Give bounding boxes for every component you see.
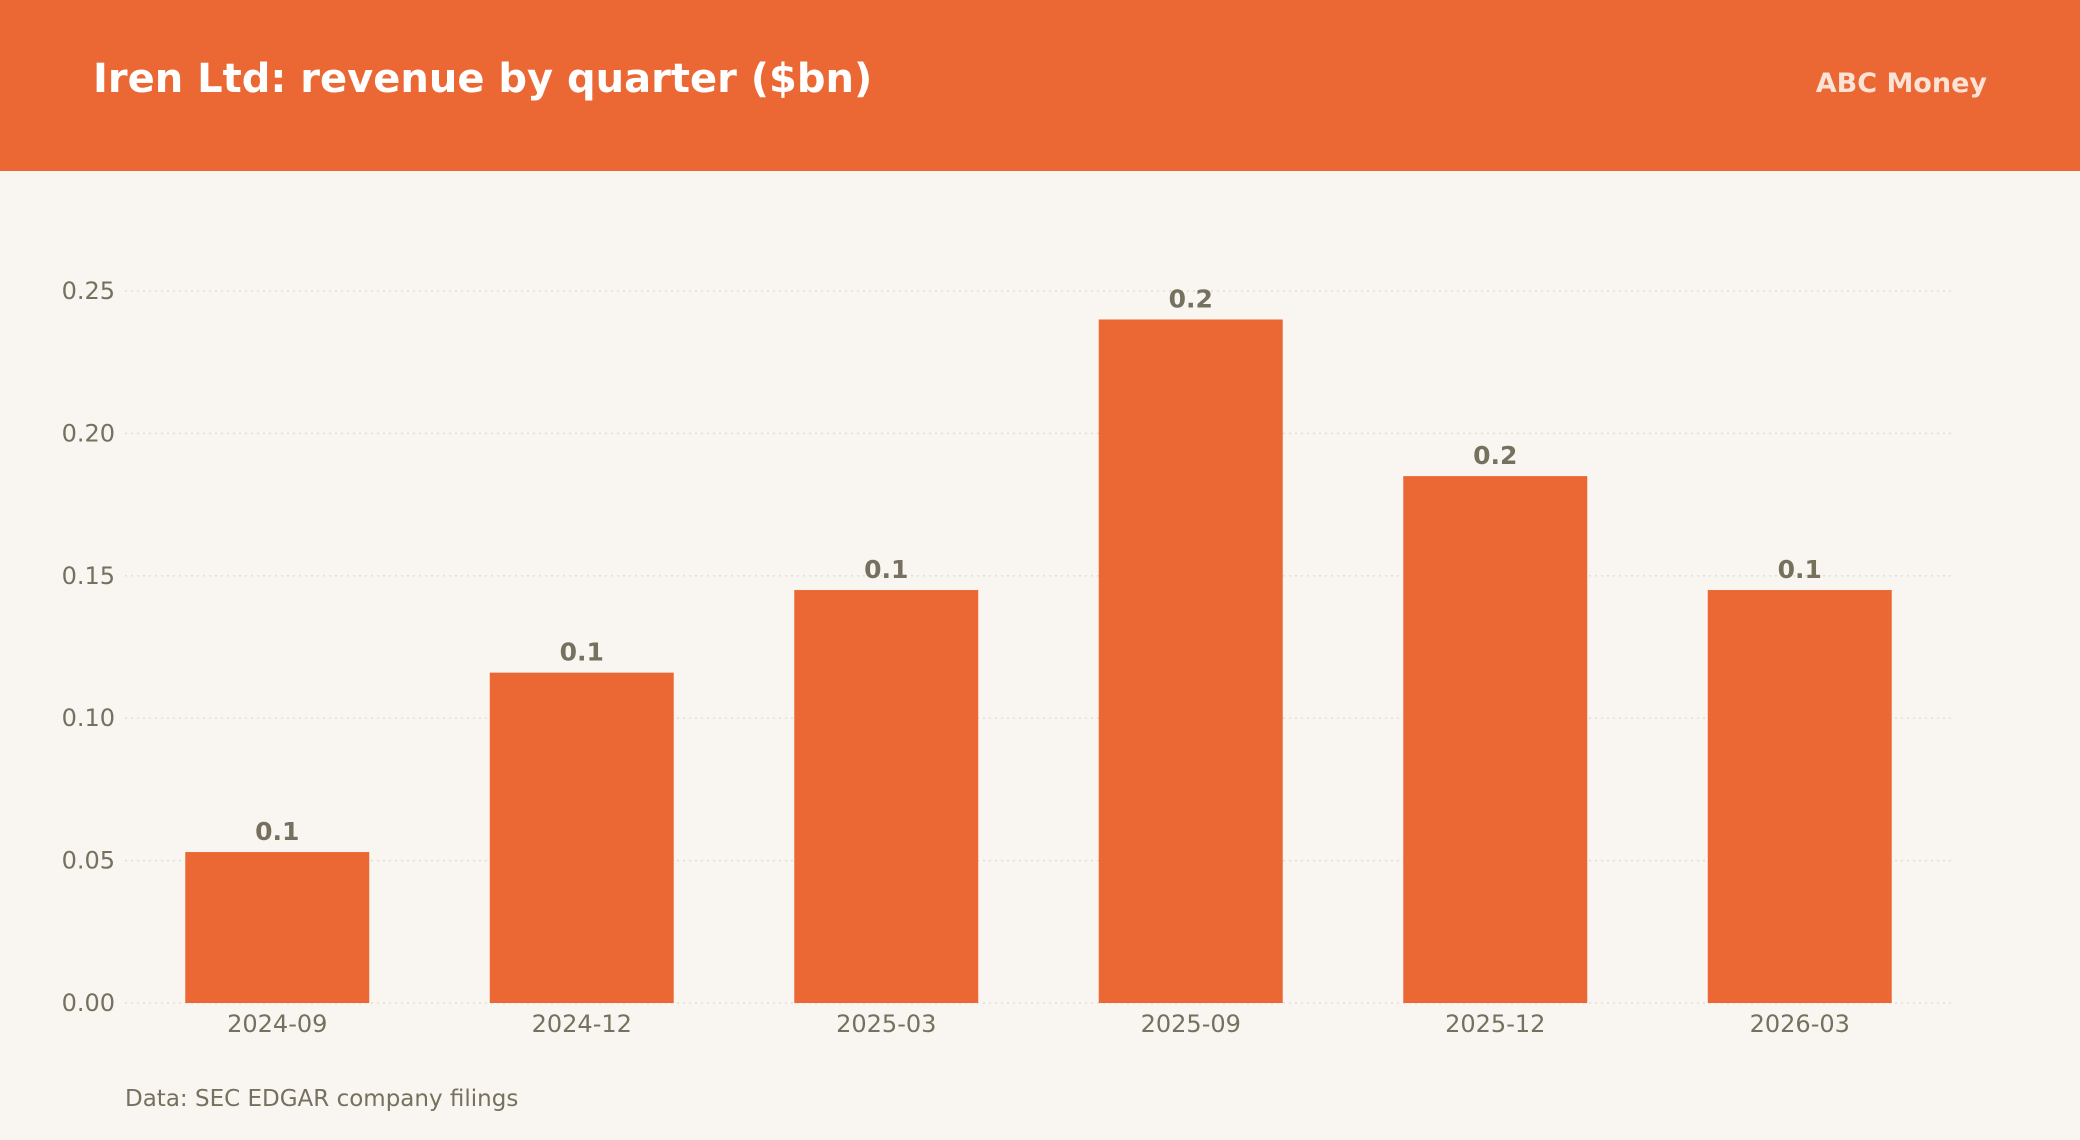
data-label: 0.1: [560, 638, 604, 667]
x-tick-label: 2024-09: [227, 1010, 327, 1038]
y-axis-ticks: 0.00 0.05 0.10 0.15 0.20 0.25: [62, 277, 115, 1017]
data-label: 0.2: [1169, 284, 1213, 313]
data-label: 0.1: [864, 555, 908, 584]
y-tick-label: 0.05: [62, 847, 115, 875]
y-tick-label: 0.15: [62, 562, 115, 590]
x-tick-label: 2025-12: [1445, 1010, 1545, 1038]
source-note: Data: SEC EDGAR company filings: [125, 1086, 519, 1112]
x-tick-label: 2025-03: [836, 1010, 936, 1038]
bar: [794, 590, 979, 1003]
x-tick-label: 2024-12: [532, 1010, 632, 1038]
y-tick-label: 0.00: [62, 989, 115, 1017]
y-tick-label: 0.25: [62, 277, 115, 305]
data-label: 0.1: [255, 817, 299, 846]
data-label: 0.2: [1473, 441, 1517, 470]
brand-logo-text: ABC Money: [1815, 68, 1987, 99]
bar: [1707, 590, 1892, 1003]
y-tick-label: 0.20: [62, 419, 115, 447]
data-labels: 0.1 0.1 0.1 0.2 0.2 0.1: [255, 284, 1822, 846]
chart-header: Iren Ltd: revenue by quarter ($bn) ABC M…: [0, 0, 2080, 171]
x-axis-ticks: 2024-09 2024-12 2025-03 2025-09 2025-12 2026-…: [227, 1010, 1850, 1038]
y-tick-label: 0.10: [62, 704, 115, 732]
data-label: 0.1: [1778, 555, 1822, 584]
chart-title: Iren Ltd: revenue by quarter ($bn): [93, 56, 873, 102]
x-tick-label: 2026-03: [1750, 1010, 1850, 1038]
bar: [489, 672, 674, 1003]
bar: [1098, 319, 1283, 1004]
bars: [185, 319, 1892, 1004]
x-tick-label: 2025-09: [1141, 1010, 1241, 1038]
bar: [1403, 476, 1588, 1003]
grid-lines: [125, 290, 1952, 1004]
bar: [185, 852, 370, 1003]
